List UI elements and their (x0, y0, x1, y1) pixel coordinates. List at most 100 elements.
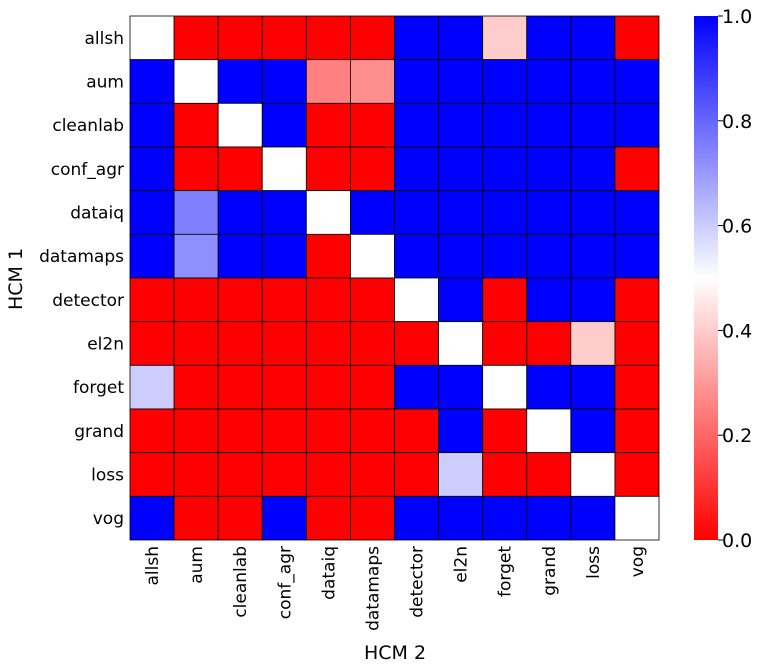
heatmap-cell (305, 102, 351, 148)
heatmap-cell (217, 408, 263, 454)
heatmap-cell (526, 452, 572, 497)
heatmap-cell (482, 146, 528, 192)
heatmap-cell (482, 190, 528, 235)
heatmap-cell (173, 233, 219, 279)
y-tick-label: el2n (87, 335, 124, 355)
heatmap-cell (173, 15, 219, 61)
heatmap-cell (526, 15, 572, 61)
heatmap-cell (614, 277, 660, 323)
heatmap-cell (217, 190, 263, 235)
heatmap-cell (438, 102, 484, 148)
heatmap-cell (305, 59, 351, 104)
heatmap-cell (350, 146, 395, 192)
heatmap-cell (217, 15, 263, 61)
heatmap-cell (570, 277, 616, 323)
heatmap-cell (261, 321, 307, 366)
heatmap-cell (394, 321, 439, 366)
colorbar-tick-label: 1.0 (722, 6, 752, 28)
heatmap-cell (570, 15, 616, 61)
heatmap-cell (526, 146, 572, 192)
heatmap-cell (438, 59, 484, 104)
heatmap-cell (482, 495, 528, 541)
heatmap-cell (305, 233, 351, 279)
heatmap-cell (217, 277, 263, 323)
heatmap-cell (394, 452, 439, 497)
heatmap-cell (614, 146, 660, 192)
x-tick-label: dataiq (319, 546, 339, 600)
heatmap-cell (217, 233, 263, 279)
heatmap-cell (438, 146, 484, 192)
colorbar-tick-label: 0.0 (722, 530, 752, 552)
heatmap-cell (526, 321, 572, 366)
heatmap-cell (438, 277, 484, 323)
heatmap-cell (305, 277, 351, 323)
y-tick-label: loss (91, 466, 124, 486)
heatmap-cell (350, 495, 395, 541)
heatmap-cell (526, 190, 572, 235)
heatmap-cell (305, 15, 351, 61)
heatmap-cell (305, 408, 351, 454)
heatmap-cell (570, 321, 616, 366)
y-tick-label: grand (74, 422, 124, 442)
heatmap-cell (394, 59, 439, 104)
heatmap-cell (614, 408, 660, 454)
heatmap-cell (350, 364, 395, 410)
heatmap-cell (350, 102, 395, 148)
heatmap-cell (438, 452, 484, 497)
heatmap-cell (173, 364, 219, 410)
heatmap-cell (482, 408, 528, 454)
colorbar-ticks: 0.0 0.2 0.4 0.6 0.8 1.0 (718, 6, 752, 552)
heatmap-cell (261, 364, 307, 410)
x-tick-label: grand (540, 546, 560, 596)
heatmap-cell (394, 495, 439, 541)
heatmap-cell (394, 277, 439, 323)
x-tick-label: datamaps (363, 546, 383, 631)
heatmap-cell (570, 364, 616, 410)
heatmap-cell (217, 59, 263, 104)
y-tick-label: detector (52, 291, 124, 311)
heatmap-cell (350, 321, 395, 366)
heatmap-cell (438, 495, 484, 541)
heatmap-cell (217, 452, 263, 497)
heatmap-cell (261, 190, 307, 235)
x-tick-label: cleanlab (231, 546, 251, 618)
heatmap-cell (438, 408, 484, 454)
x-tick-label: detector (408, 546, 428, 618)
y-tick-label: aum (86, 73, 124, 93)
heatmap-cell (217, 321, 263, 366)
heatmap-cell (438, 190, 484, 235)
y-tick-label: dataiq (70, 204, 124, 224)
heatmap-cell (305, 495, 351, 541)
heatmap-cell (614, 233, 660, 279)
heatmap-cell (482, 233, 528, 279)
heatmap-cell (129, 190, 175, 235)
heatmap-cell (129, 102, 175, 148)
heatmap-cell (570, 495, 616, 541)
heatmap-cell (261, 277, 307, 323)
heatmap-cell (614, 59, 660, 104)
heatmap-cell (394, 364, 439, 410)
x-tick-label: vog (628, 546, 648, 577)
heatmap-cell (129, 452, 175, 497)
heatmap-cell (438, 233, 484, 279)
x-tick-label: forget (496, 546, 516, 597)
heatmap-cell (438, 321, 484, 366)
y-tick-label: conf_agr (51, 160, 124, 180)
heatmap-cell (570, 102, 616, 148)
heatmap-cell (570, 233, 616, 279)
heatmap-cell (261, 495, 307, 541)
heatmap-cell (482, 59, 528, 104)
heatmap-cell (526, 495, 572, 541)
heatmap-cell (438, 15, 484, 61)
colorbar-tick-label: 0.4 (722, 320, 752, 342)
x-tick-label: el2n (452, 546, 472, 583)
heatmap-cell (173, 495, 219, 541)
heatmap-cell (350, 190, 395, 235)
heatmap-cell (526, 233, 572, 279)
heatmap-cell (173, 408, 219, 454)
heatmap-cell (261, 233, 307, 279)
heatmap-cell (526, 277, 572, 323)
heatmap-cell (261, 146, 307, 192)
